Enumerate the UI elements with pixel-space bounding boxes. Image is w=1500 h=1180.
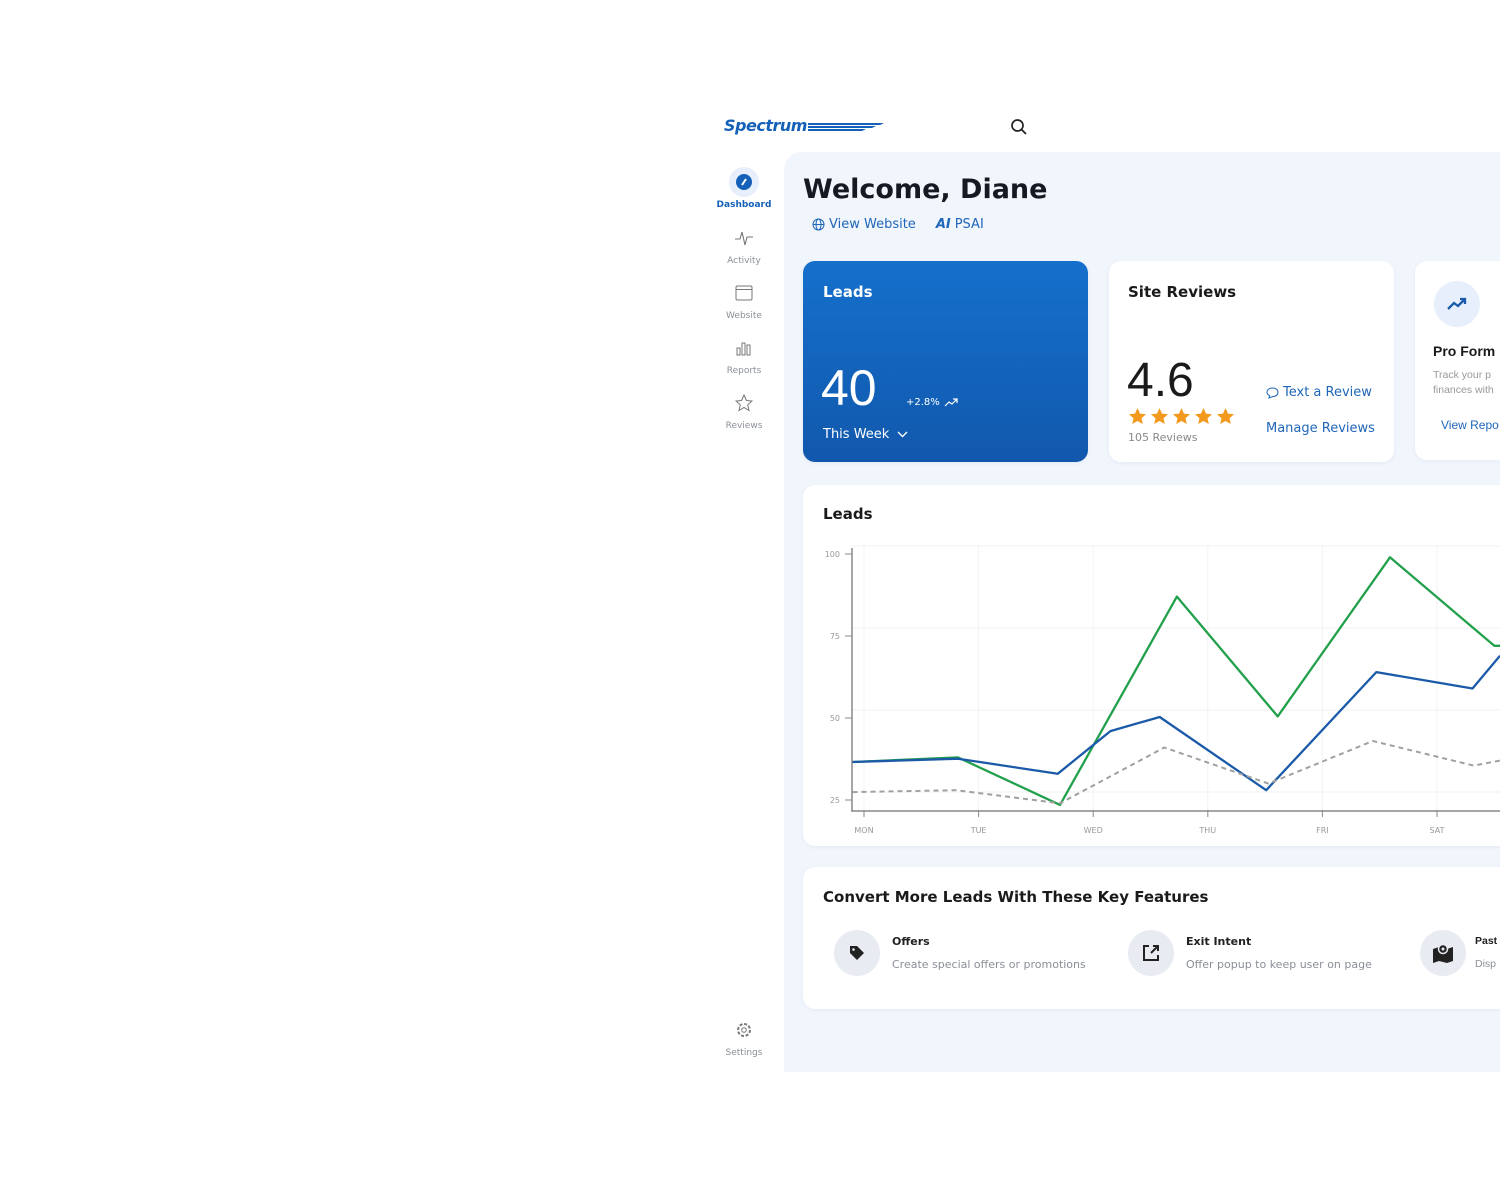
series-line-1 xyxy=(852,654,1500,792)
logo-text: Spectrum xyxy=(724,116,807,135)
star-filled-icon xyxy=(1195,408,1212,424)
star-filled-icon xyxy=(1217,408,1234,424)
site-reviews-card: Site Reviews 4.6 105 Reviews Text a Revi… xyxy=(1109,261,1394,462)
feature-title: Past xyxy=(1475,935,1498,947)
leads-card[interactable]: Leads 40 +2.8% This Week xyxy=(803,261,1088,462)
search-icon xyxy=(1011,119,1027,135)
sidebar-item-label: Reports xyxy=(726,366,762,376)
psai-link[interactable]: AI PSAI xyxy=(936,217,984,232)
manage-reviews-link[interactable]: Manage Reviews xyxy=(1266,421,1375,436)
x-tick-label: THU xyxy=(1198,826,1216,835)
external-link-icon xyxy=(1128,930,1174,976)
features-title: Convert More Leads With These Key Featur… xyxy=(823,888,1209,906)
sidebar-item-label: Reviews xyxy=(725,421,763,431)
feature-desc: Create special offers or promotions xyxy=(892,957,1086,971)
tag-icon xyxy=(834,930,880,976)
x-tick-label: WED xyxy=(1084,826,1103,835)
pro-card-desc: Track your p xyxy=(1433,369,1491,381)
leads-change: +2.8% xyxy=(906,397,940,408)
rating-stars xyxy=(1128,407,1235,425)
trend-up-icon xyxy=(944,398,958,407)
psai-label: PSAI xyxy=(954,217,984,232)
sidebar-item-activity[interactable]: Activity xyxy=(712,223,776,266)
star-filled-icon xyxy=(1173,408,1190,424)
period-label: This Week xyxy=(823,427,890,442)
pro-card-title: Pro Form xyxy=(1433,343,1496,359)
y-tick-label: 50 xyxy=(830,714,840,723)
series-line-2 xyxy=(852,740,1500,805)
reviews-card-title: Site Reviews xyxy=(1128,283,1237,301)
view-website-label: View Website xyxy=(829,217,916,232)
feature-title: Exit Intent xyxy=(1186,934,1252,948)
series-line-0 xyxy=(852,556,1500,807)
map-pin-icon xyxy=(1420,930,1466,976)
globe-icon xyxy=(812,218,825,231)
pulse-icon xyxy=(729,223,759,253)
period-dropdown[interactable]: This Week xyxy=(823,427,908,442)
sidebar-item-label: Activity xyxy=(727,256,761,266)
feature-past[interactable]: Past Disp xyxy=(1420,930,1497,976)
sidebar-item-dashboard[interactable]: Dashboard xyxy=(712,167,776,210)
chart-title: Leads xyxy=(823,505,873,523)
search-button[interactable] xyxy=(1010,118,1028,140)
sidebar-item-label: Dashboard xyxy=(716,200,772,210)
x-tick-label: SAT xyxy=(1430,826,1445,835)
review-rating: 4.6 xyxy=(1127,354,1194,407)
trend-up-icon xyxy=(1434,281,1480,327)
browser-window-icon xyxy=(729,278,759,308)
sidebar-item-reviews[interactable]: Reviews xyxy=(712,388,776,431)
sidebar-item-settings[interactable]: Settings xyxy=(712,1015,776,1058)
text-a-review-link[interactable]: Text a Review xyxy=(1266,385,1372,400)
feature-desc: Offer popup to keep user on page xyxy=(1186,957,1372,971)
sidebar-item-label: Settings xyxy=(725,1048,763,1058)
leads-card-title: Leads xyxy=(823,283,873,301)
chat-bubble-icon xyxy=(1266,386,1279,399)
logo-stripes xyxy=(807,122,884,131)
star-icon xyxy=(729,388,759,418)
bar-chart-icon xyxy=(729,333,759,363)
page-title: Welcome, Diane xyxy=(803,174,1048,205)
sidebar-item-website[interactable]: Website xyxy=(712,278,776,321)
y-tick-label: 100 xyxy=(825,550,840,559)
review-count: 105 Reviews xyxy=(1128,431,1198,444)
view-report-link[interactable]: View Repo xyxy=(1441,418,1499,432)
x-tick-label: FRI xyxy=(1316,826,1329,835)
star-filled-icon xyxy=(1129,408,1146,424)
view-website-link[interactable]: View Website xyxy=(812,217,916,232)
sidebar-item-reports[interactable]: Reports xyxy=(712,333,776,376)
y-tick-label: 75 xyxy=(830,632,840,641)
leads-chart-card: Leads xyxy=(803,485,1500,846)
feature-offers[interactable]: Offers Create special offers or promotion… xyxy=(834,930,1086,976)
sidebar-item-label: Website xyxy=(726,311,762,321)
text-review-label: Text a Review xyxy=(1283,385,1372,400)
gear-icon xyxy=(729,1015,759,1045)
spectrum-logo[interactable]: Spectrum xyxy=(724,116,884,135)
pro-card-desc: finances with xyxy=(1433,384,1494,396)
x-tick-label: TUE xyxy=(970,826,987,835)
x-tick-label: MON xyxy=(854,826,873,835)
feature-title: Offers xyxy=(892,934,930,948)
chevron-down-icon xyxy=(897,431,908,438)
gauge-icon xyxy=(729,167,759,197)
ai-icon: AI xyxy=(935,217,951,232)
leads-count: 40 xyxy=(821,360,877,416)
star-filled-icon xyxy=(1151,408,1168,424)
feature-exit-intent[interactable]: Exit Intent Offer popup to keep user on p… xyxy=(1128,930,1372,976)
y-tick-label: 25 xyxy=(830,796,840,805)
pro-forma-card: Pro Form Track your p finances with View … xyxy=(1415,261,1500,460)
feature-desc: Disp xyxy=(1475,958,1497,970)
